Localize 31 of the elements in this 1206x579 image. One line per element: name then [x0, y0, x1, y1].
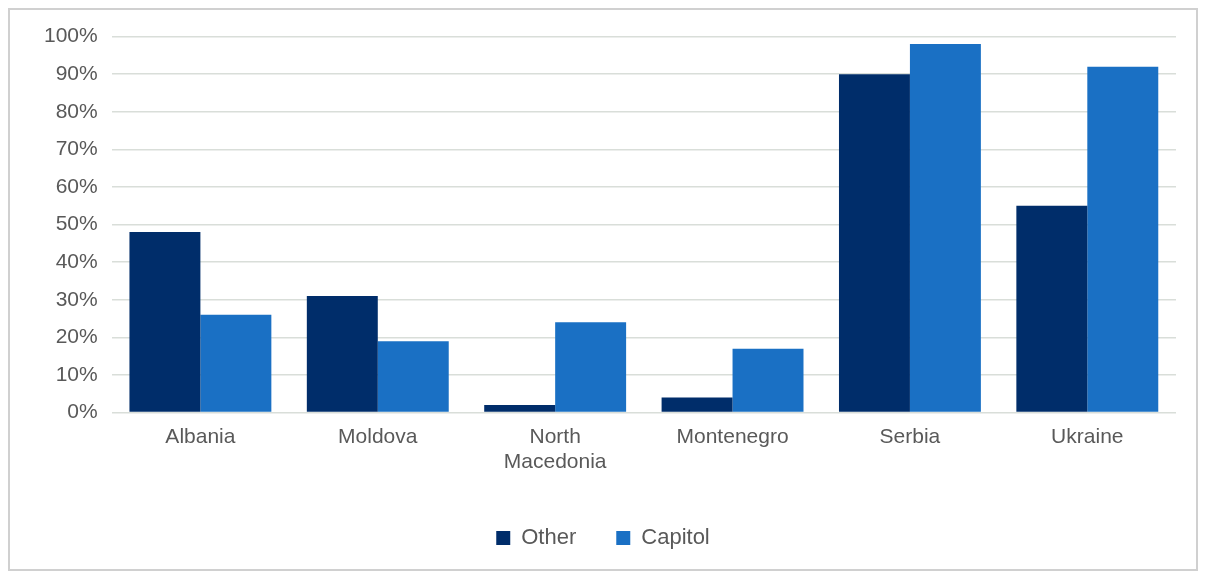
bar [838, 74, 910, 412]
bar [377, 341, 449, 412]
bar [129, 232, 201, 412]
x-tick-label: Albania [165, 424, 236, 447]
bar [200, 314, 272, 412]
bar [1016, 205, 1088, 412]
x-tick-label: North Macedonia [503, 424, 607, 473]
y-tick-label: 100% [43, 23, 98, 47]
y-tick-label: 40% [55, 249, 98, 272]
bar [1087, 66, 1159, 412]
bar [909, 44, 981, 412]
bar [732, 348, 804, 412]
y-tick-label: 60% [55, 173, 98, 197]
x-tick-label: Montenegro [676, 424, 789, 447]
y-tick-label: 90% [55, 61, 98, 84]
legend-label: Other [521, 524, 577, 550]
y-tick-label: 0% [67, 399, 98, 423]
x-tick-label: Ukraine [1051, 424, 1124, 447]
x-tick-label: Serbia [879, 424, 941, 447]
x-tick-label: Moldova [338, 424, 418, 447]
y-tick-label: 20% [55, 324, 98, 348]
bar [484, 405, 556, 412]
legend-label: Capitol [641, 524, 710, 550]
y-tick-label: 70% [55, 136, 98, 160]
y-tick-label: 10% [55, 361, 98, 385]
bar [661, 397, 733, 412]
y-tick-label: 80% [55, 98, 98, 122]
bar [555, 322, 627, 412]
y-tick-label: 30% [55, 286, 98, 310]
bar [306, 296, 378, 412]
y-tick-label: 50% [55, 211, 98, 235]
